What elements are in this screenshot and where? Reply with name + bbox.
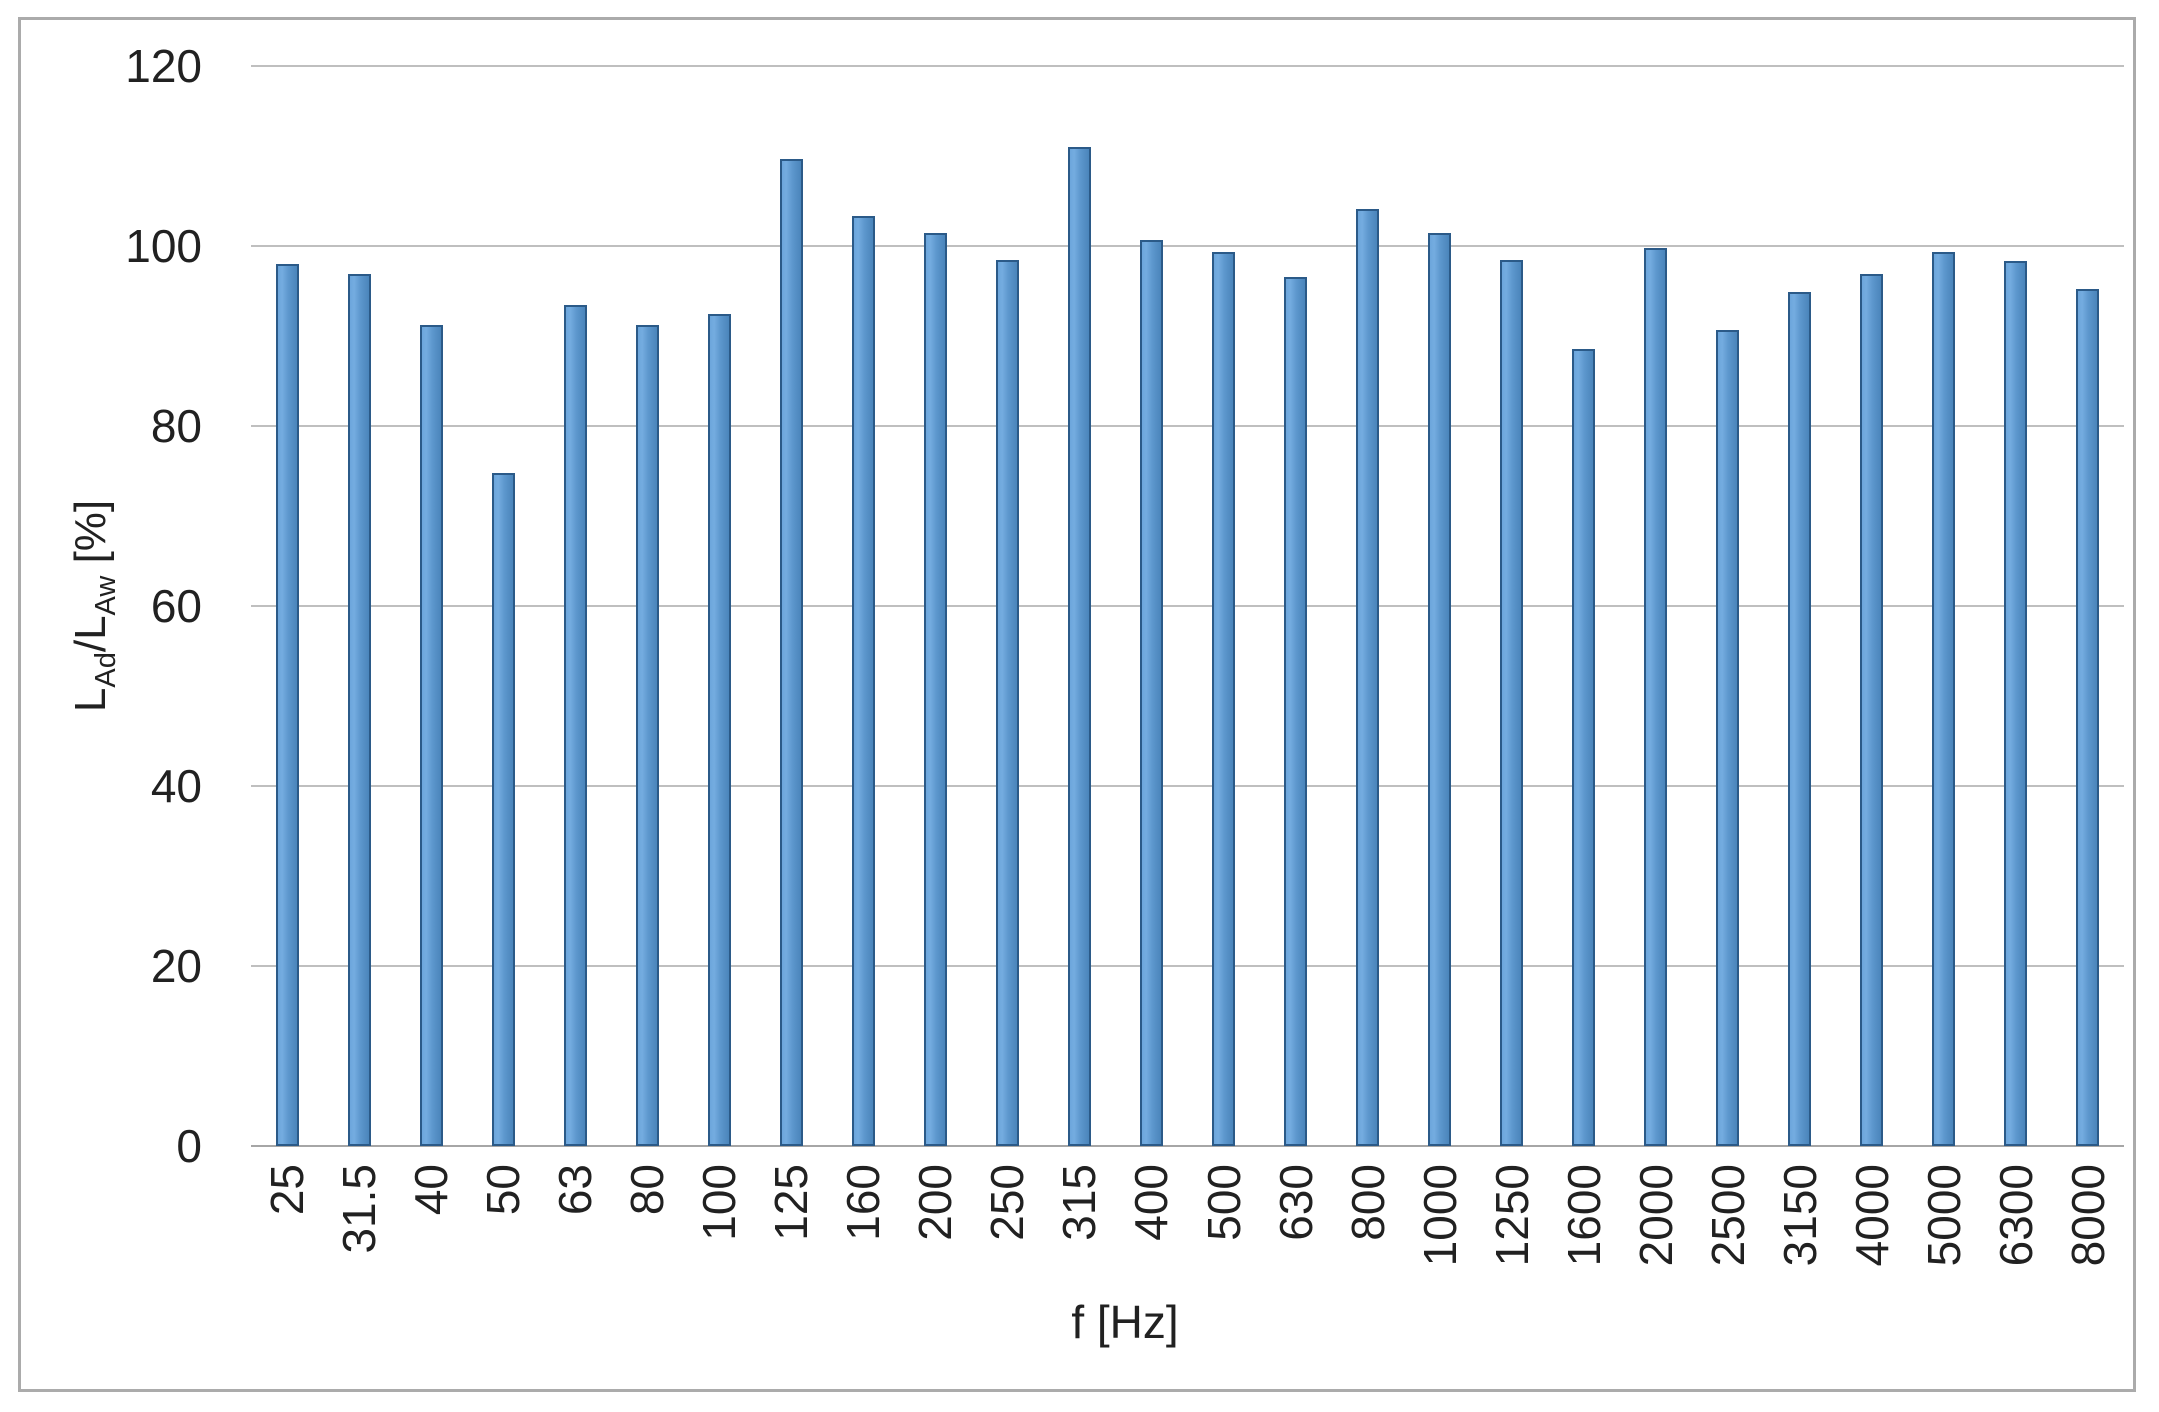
y-tick-label-0: 0	[176, 1120, 202, 1172]
gridline-80	[251, 425, 2124, 427]
gridline-60	[251, 605, 2124, 607]
bar-63hz	[563, 305, 587, 1146]
bar-1000hz	[1428, 233, 1452, 1146]
bar-315hz	[1067, 147, 1091, 1146]
gridline-40	[251, 785, 2124, 787]
bar-1250hz	[1500, 259, 1524, 1146]
x-tick-label-8000hz: 8000	[2061, 1164, 2114, 1267]
x-tick-label-63hz: 63	[549, 1164, 602, 1216]
bar-80hz	[635, 325, 659, 1146]
bar-50hz	[491, 472, 515, 1146]
gridline-100	[251, 245, 2124, 247]
x-tick-label-500hz: 500	[1197, 1164, 1250, 1241]
bar-160hz	[851, 216, 875, 1146]
bar-125hz	[779, 158, 803, 1146]
bar-800hz	[1356, 209, 1380, 1146]
bar-630hz	[1284, 276, 1308, 1146]
y-tick-label-80: 80	[150, 400, 202, 452]
gridline-120	[251, 65, 2124, 67]
gridline-20	[251, 965, 2124, 967]
plot-area	[251, 65, 2124, 1147]
x-tick-label-25hz: 25	[261, 1164, 314, 1216]
y-tick-label-40: 40	[150, 760, 202, 812]
y-axis-title-text: LAd/LAw [%]	[66, 499, 122, 713]
x-tick-label-125hz: 125	[765, 1164, 818, 1241]
bar-31.5hz	[347, 273, 371, 1146]
x-tick-label-50hz: 50	[477, 1164, 530, 1216]
bar-4000hz	[1860, 273, 1884, 1146]
bar-40hz	[419, 325, 443, 1146]
y-tick-label-120: 120	[125, 40, 202, 92]
bar-3150hz	[1788, 291, 1812, 1146]
bar-250hz	[995, 259, 1019, 1146]
y-tick-label-60: 60	[150, 580, 202, 632]
bar-1600hz	[1572, 348, 1596, 1146]
x-tick-label-315hz: 315	[1053, 1164, 1106, 1241]
x-axis-line	[251, 1145, 2124, 1147]
x-tick-label-630hz: 630	[1269, 1164, 1322, 1241]
bar-200hz	[923, 233, 947, 1146]
x-tick-label-400hz: 400	[1125, 1164, 1178, 1241]
bar-8000hz	[2076, 289, 2100, 1146]
x-tick-label-100hz: 100	[693, 1164, 746, 1241]
x-tick-label-250hz: 250	[981, 1164, 1034, 1241]
bar-25hz	[275, 264, 299, 1146]
x-axis-title: f [Hz]	[1071, 1296, 1179, 1348]
bar-6300hz	[2004, 261, 2028, 1146]
x-tick-label-40hz: 40	[405, 1164, 458, 1216]
bar-2500hz	[1716, 329, 1740, 1146]
bar-5000hz	[1932, 252, 1956, 1146]
x-tick-label-160hz: 160	[837, 1164, 890, 1241]
bar-100hz	[707, 313, 731, 1146]
x-tick-label-80hz: 80	[621, 1164, 674, 1216]
x-tick-label-200hz: 200	[909, 1164, 962, 1241]
y-tick-label-20: 20	[150, 940, 202, 992]
bar-400hz	[1139, 239, 1163, 1146]
y-axis-title: LAd/LAw [%]	[62, 500, 274, 712]
bar-2000hz	[1644, 247, 1668, 1146]
x-tick-label-800hz: 800	[1341, 1164, 1394, 1241]
bar-500hz	[1212, 252, 1236, 1146]
y-tick-label-100: 100	[125, 220, 202, 272]
